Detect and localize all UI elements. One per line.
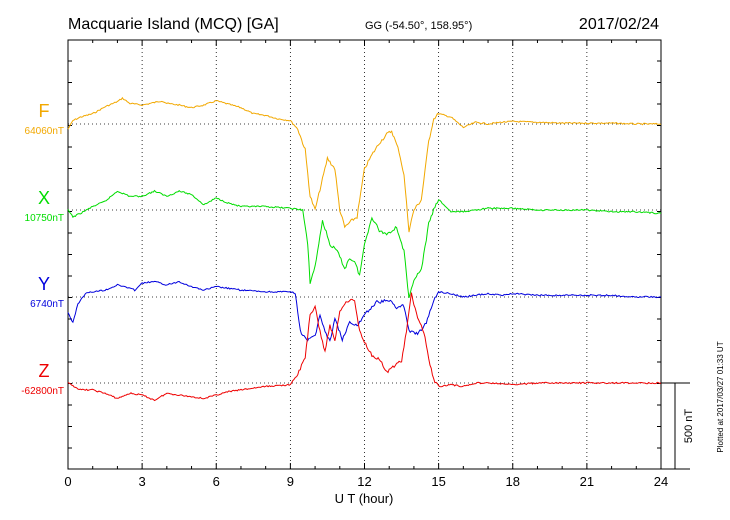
x-axis-label: U T (hour) xyxy=(335,491,394,506)
tick-label-6: 6 xyxy=(213,474,220,489)
series-name-f: F xyxy=(39,101,50,121)
tick-label-0: 0 xyxy=(64,474,71,489)
series-line-z xyxy=(67,292,662,402)
tick-label-21: 21 xyxy=(580,474,594,489)
series-lines xyxy=(67,96,662,402)
plot-date: 2017/02/24 xyxy=(579,16,659,33)
baselines xyxy=(68,123,661,384)
station-coords: GG (-54.50°, 158.95°) xyxy=(365,20,472,32)
series-baseline-label-f: 64060nT xyxy=(25,126,64,137)
series-name-y: Y xyxy=(38,274,50,294)
tick-label-12: 12 xyxy=(357,474,371,489)
tick-label-9: 9 xyxy=(287,474,294,489)
series-line-x xyxy=(67,189,662,299)
series-line-f xyxy=(67,96,662,233)
scale-bar: 500 nT xyxy=(661,382,695,470)
tick-label-24: 24 xyxy=(654,474,668,489)
tick-label-15: 15 xyxy=(431,474,445,489)
series-baseline-label-z: -62800nT xyxy=(21,386,64,397)
series-name-z: Z xyxy=(39,361,50,381)
series-line-y xyxy=(67,280,662,343)
scale-bar-label: 500 nT xyxy=(683,409,695,444)
plotted-timestamp: Plotted at 2017/03/27 01:33 UT xyxy=(716,341,725,452)
tick-label-18: 18 xyxy=(506,474,520,489)
station-title: Macquarie Island (MCQ) [GA] xyxy=(68,16,279,33)
tick-label-3: 3 xyxy=(139,474,146,489)
series-baseline-label-y: 6740nT xyxy=(30,299,64,310)
series-baseline-label-x: 10750nT xyxy=(25,213,64,224)
x-axis-ticks: 0 3 6 9 12 15 18 21 24 xyxy=(64,40,668,489)
grid xyxy=(141,40,588,469)
series-labels: F 64060nT X 10750nT Y 6740nT Z -62800nT xyxy=(21,101,64,397)
series-name-x: X xyxy=(38,188,50,208)
